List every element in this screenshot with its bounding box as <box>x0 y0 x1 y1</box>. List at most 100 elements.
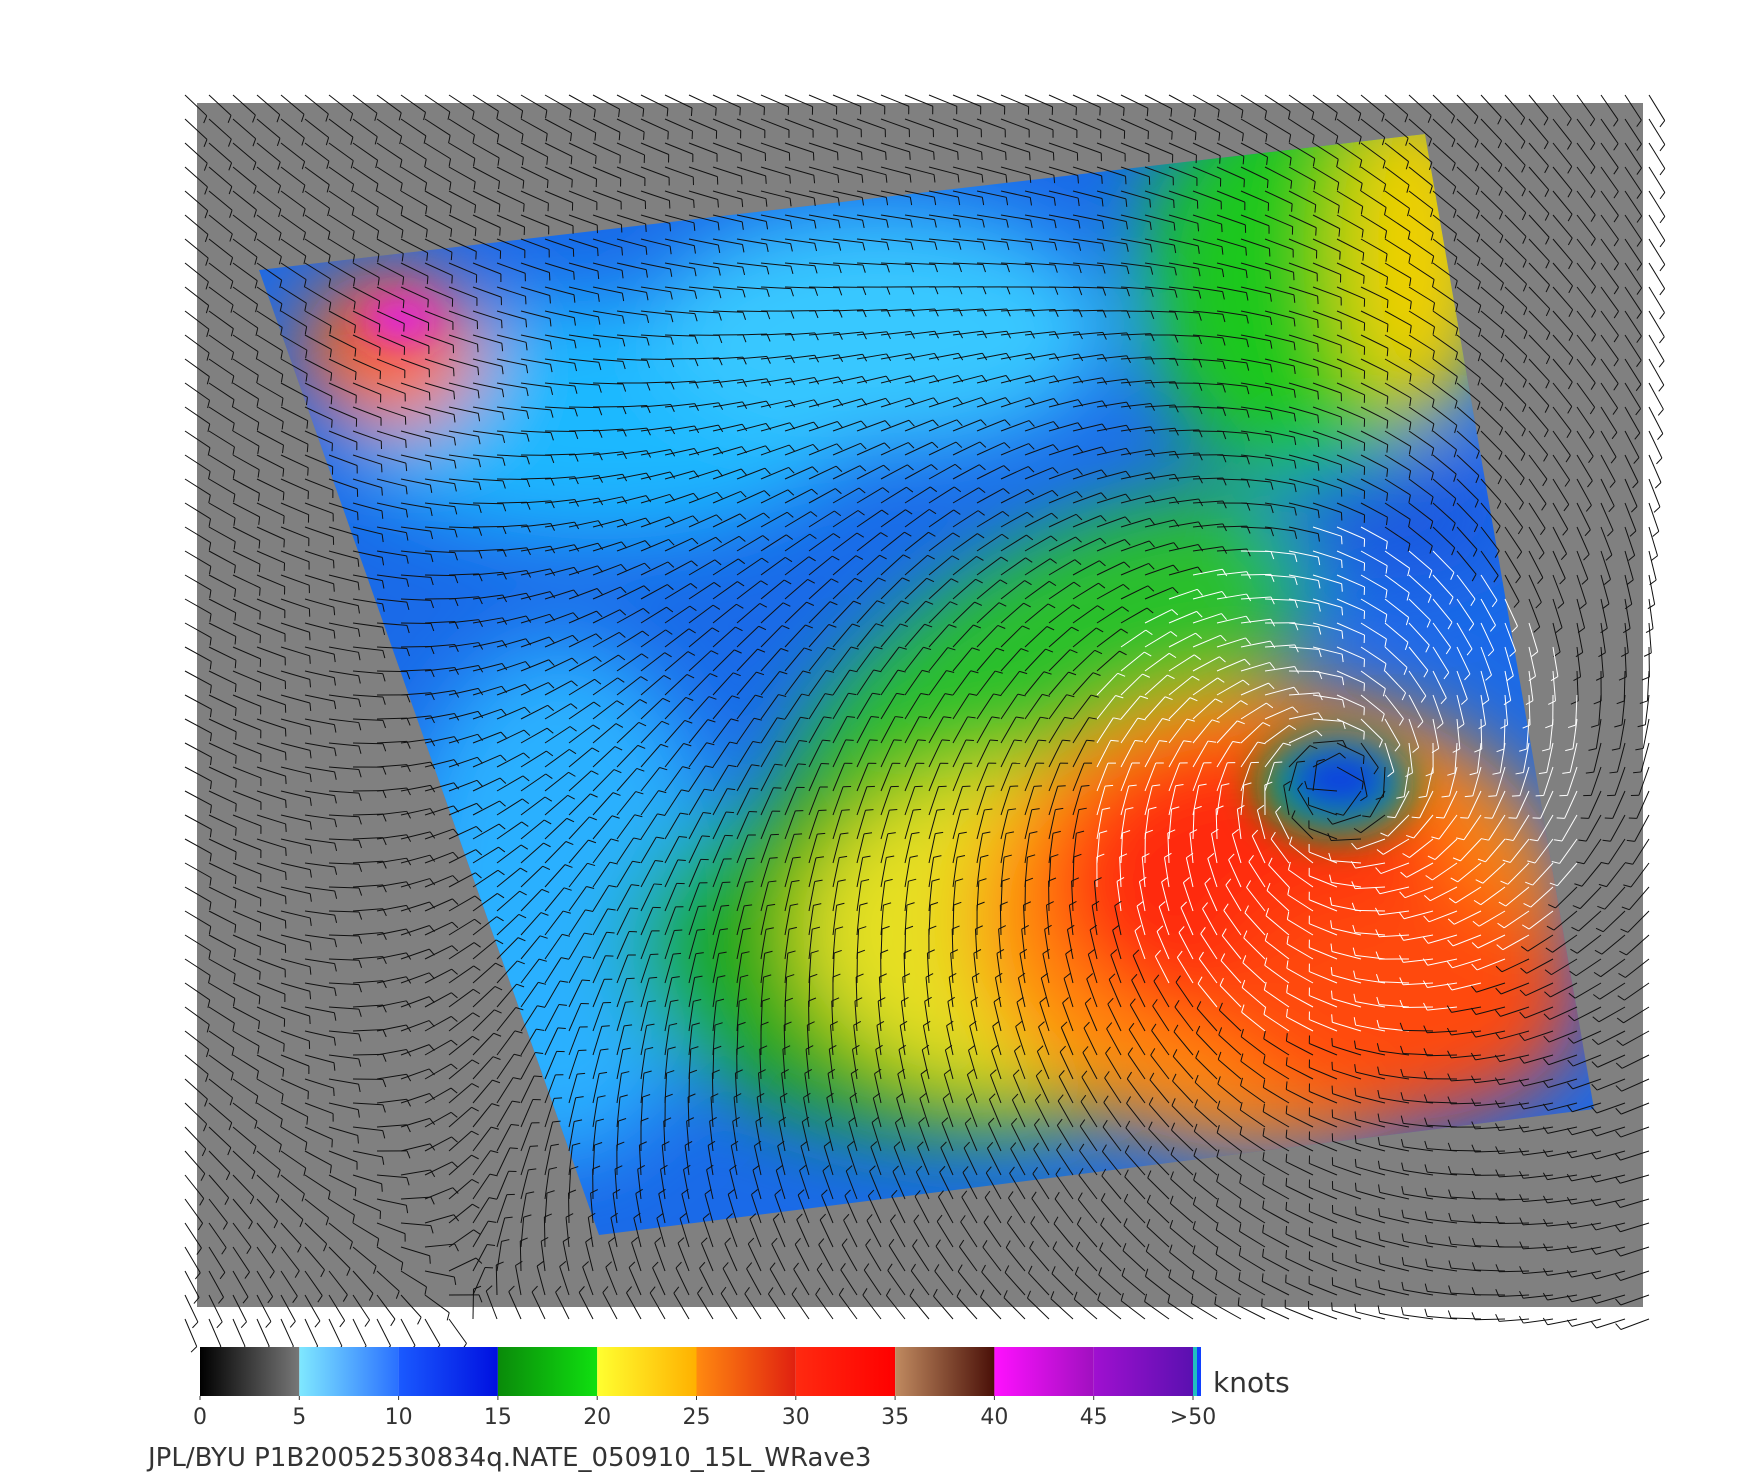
wind-barb <box>1528 694 1531 725</box>
wind-barb-flag <box>926 577 935 583</box>
wind-barb <box>712 535 740 552</box>
wind-barb-flag <box>666 108 669 117</box>
wind-barb-flag <box>546 750 554 757</box>
wind-barb <box>1216 190 1246 203</box>
wind-barb <box>184 958 211 976</box>
wind-barb <box>1432 406 1458 426</box>
wind-barb <box>856 786 868 816</box>
wind-barb-flag <box>1246 315 1249 324</box>
wind-barb <box>1552 190 1573 215</box>
wind-barb-flag <box>1587 480 1593 488</box>
wind-barb <box>184 358 210 377</box>
wind-barb <box>520 636 550 648</box>
wind-barb-flag <box>1246 386 1250 395</box>
wind-barb-flag <box>257 469 260 478</box>
wind-barb-flag <box>1270 551 1275 560</box>
wind-barb-flag <box>1329 897 1333 906</box>
wind-barb <box>928 190 959 198</box>
wind-barb-flag <box>841 809 850 811</box>
wind-barb <box>1336 358 1365 372</box>
wind-barb-flag <box>1197 245 1200 254</box>
wind-barb <box>616 653 642 672</box>
wind-barb <box>1144 519 1175 528</box>
wind-barb <box>1648 142 1666 169</box>
wind-barb <box>1024 353 1055 360</box>
wind-barb <box>688 402 719 408</box>
wind-barb <box>304 190 330 209</box>
wind-barb <box>928 166 959 176</box>
wind-barb <box>304 526 334 538</box>
wind-barb <box>1512 814 1530 841</box>
wind-barb <box>1384 430 1411 447</box>
wind-barb <box>1144 473 1175 480</box>
wind-barb-flag <box>980 854 989 858</box>
wind-barb <box>832 309 863 312</box>
wind-barb <box>904 166 935 176</box>
wind-barb <box>544 521 575 528</box>
wind-barb-flag <box>1022 625 1030 630</box>
wind-barb-flag <box>574 385 578 394</box>
wind-barb <box>1024 603 1049 624</box>
wind-barb <box>1216 94 1244 111</box>
wind-barb <box>736 445 766 456</box>
wind-barb <box>1072 309 1104 312</box>
wind-barb <box>352 598 383 605</box>
wind-barb <box>1072 400 1103 408</box>
wind-barb-flag <box>278 256 282 265</box>
wind-barb-flag <box>1546 925 1555 931</box>
wind-barb-flag <box>1145 629 1153 636</box>
wind-barb <box>616 630 643 648</box>
wind-barb <box>1000 420 1030 432</box>
wind-barb-flag <box>1078 265 1082 274</box>
wind-barb <box>688 447 719 456</box>
wind-barb-flag <box>1589 406 1596 415</box>
wind-barb <box>1120 472 1151 480</box>
wind-barb-flag <box>256 398 259 407</box>
wind-barb-flag <box>1555 627 1563 634</box>
wind-barb-flag <box>1521 428 1526 437</box>
wind-barb <box>1288 406 1318 416</box>
wind-barb-flag <box>659 766 668 771</box>
wind-barb-flag <box>941 739 950 741</box>
wind-barb <box>1432 574 1454 598</box>
wind-barb-flag <box>1119 650 1127 656</box>
wind-barb <box>1504 358 1527 381</box>
wind-barb <box>208 838 237 853</box>
wind-barb-flag <box>327 231 331 240</box>
wind-barb <box>640 471 671 480</box>
wind-barb-flag <box>1217 109 1220 118</box>
wind-barb <box>1648 310 1665 338</box>
wind-barb-flag <box>718 290 722 299</box>
wind-barb <box>1256 809 1266 840</box>
wind-barb-flag <box>1499 259 1504 267</box>
wind-barb <box>592 609 621 624</box>
wind-barb <box>208 934 236 950</box>
wind-barb-flag <box>1502 859 1511 863</box>
wind-barb-flag <box>612 792 621 796</box>
wind-barb <box>1408 214 1434 234</box>
wind-barb-flag <box>645 495 652 503</box>
wind-barb-flag <box>1099 830 1108 834</box>
wind-barb <box>1048 649 1071 672</box>
wind-barb-flag <box>598 430 603 438</box>
wind-barb-flag <box>838 242 842 251</box>
wind-barb-flag <box>234 636 237 645</box>
wind-barb-flag <box>1612 407 1619 415</box>
wind-barb <box>1144 496 1175 504</box>
wind-barb <box>1456 238 1481 259</box>
wind-barb <box>1456 502 1479 526</box>
wind-barb <box>1384 718 1401 746</box>
wind-barb <box>1185 857 1194 888</box>
wind-barb <box>544 406 575 410</box>
wind-barb <box>208 262 234 282</box>
wind-barb <box>880 693 897 720</box>
wind-barb-flag <box>330 372 333 381</box>
wind-barb-flag <box>977 510 985 516</box>
wind-barb-flag <box>880 532 888 538</box>
wind-barb-flag <box>1373 767 1379 775</box>
wind-barb <box>1610 814 1626 842</box>
wind-barb-flag <box>358 887 363 896</box>
wind-barb-flag <box>921 669 930 673</box>
wind-barb-flag <box>691 560 698 567</box>
wind-barb <box>640 404 671 408</box>
